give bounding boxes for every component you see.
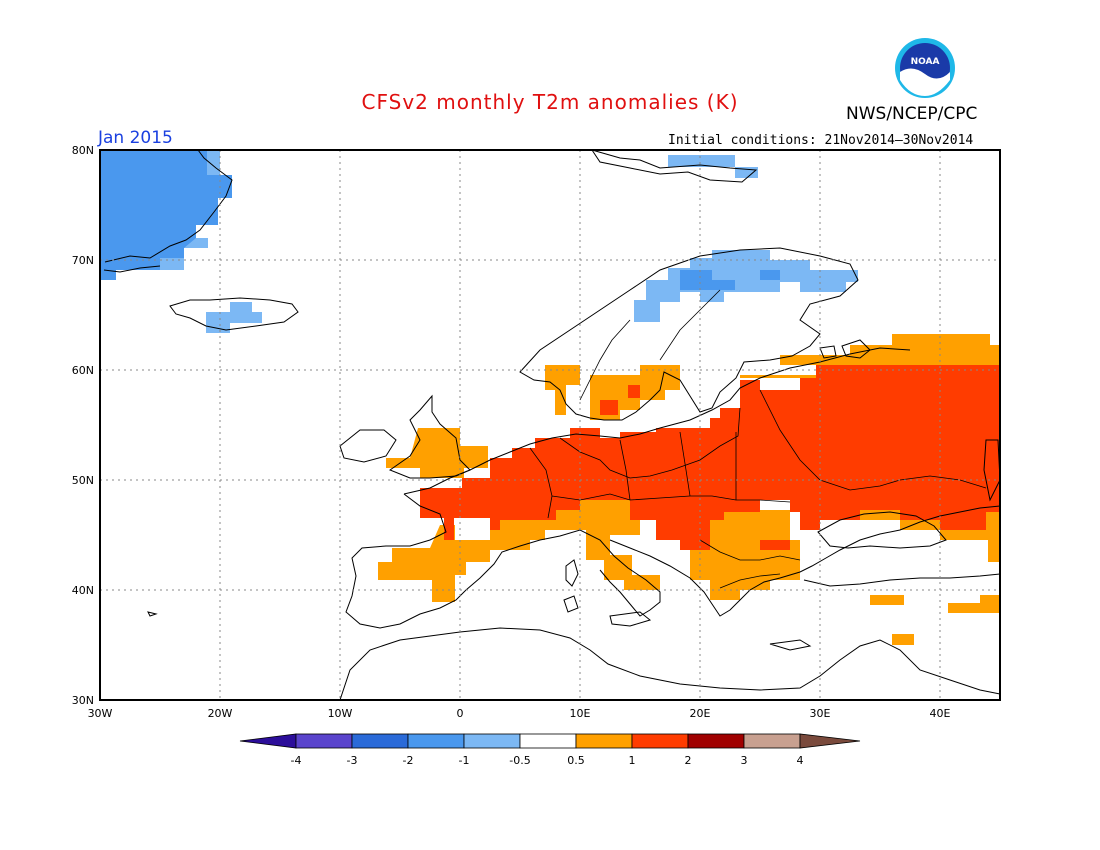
colorbar-segment-7 (631, 733, 689, 749)
colorbar-label-4: -1 (459, 754, 470, 767)
lon-label-10e: 10E (570, 707, 591, 720)
colorbar-segment-3 (407, 733, 465, 749)
lat-label-40n: 40N (72, 584, 94, 597)
colorbar-max-arrow (799, 733, 861, 749)
longitude-labels: 30W 20W 10W 0 10E 20E 30E 40E (88, 707, 951, 720)
colorbar-segment-8 (687, 733, 745, 749)
colorbar-label-10: 4 (797, 754, 804, 767)
lat-label-30n: 30N (72, 694, 94, 707)
colorbar-segment-5 (519, 733, 577, 749)
agency-label: NWS/NCEP/CPC (846, 104, 978, 124)
coastlines (103, 149, 1001, 701)
lon-label-0: 0 (457, 707, 464, 720)
colorbar-label-3: -2 (403, 754, 414, 767)
forecast-month: Jan 2015 (98, 128, 173, 148)
colorbar-min-arrow (239, 733, 297, 749)
lon-label-20w: 20W (208, 707, 233, 720)
colorbar: -4 -3 -2 -1 -0.5 0.5 1 2 3 4 (239, 733, 861, 767)
lon-label-40e: 40E (930, 707, 951, 720)
grid-lines (100, 150, 1000, 700)
map-title: CFSv2 monthly T2m anomalies (K) (361, 90, 739, 114)
lat-label-60n: 60N (72, 364, 94, 377)
lat-label-50n: 50N (72, 474, 94, 487)
colorbar-segment-9 (743, 733, 801, 749)
noaa-logo-text: NOAA (911, 57, 940, 67)
anomaly-fields (100, 150, 1000, 645)
lat-label-80n: 80N (72, 144, 94, 157)
latitude-labels: 80N 70N 60N 50N 40N 30N (72, 144, 94, 707)
iberia-warm-region (378, 525, 490, 602)
lat-label-70n: 70N (72, 254, 94, 267)
lon-label-20e: 20E (690, 707, 711, 720)
map-area (99, 149, 1001, 701)
noaa-logo: NOAA (895, 38, 955, 98)
map-frame (99, 149, 1001, 701)
lon-label-30w: 30W (88, 707, 113, 720)
colorbar-label-5: -0.5 (509, 754, 530, 767)
alps-italy-warm-region (545, 500, 660, 590)
colorbar-label-6: 0.5 (567, 754, 585, 767)
balkans-warm-region (690, 510, 800, 600)
greenland-edge-region (160, 150, 220, 270)
lon-label-10w: 10W (328, 707, 353, 720)
colorbar-segment-1 (295, 733, 353, 749)
colorbar-label-8: 2 (685, 754, 692, 767)
central-eastern-europe-very-warm-region (420, 365, 1000, 550)
colorbar-segment-2 (351, 733, 409, 749)
colorbar-label-2: -3 (347, 754, 358, 767)
colorbar-segment-6 (575, 733, 633, 749)
colorbar-label-1: -4 (291, 754, 302, 767)
western-europe-warm-region (386, 428, 488, 478)
initial-conditions: Initial conditions: 21Nov2014–30Nov2014 (668, 133, 974, 148)
france-warm-south (490, 520, 545, 550)
adriatic-warm-patch (760, 540, 790, 550)
scandinavia-north-mid-cold (680, 270, 780, 290)
baltic-very-warm-spots (600, 385, 640, 415)
scandinavia-north-cold-region (634, 250, 858, 322)
baltic-warm-region (545, 365, 680, 420)
turkey-warm-spots (870, 595, 1000, 645)
country-borders (529, 289, 987, 589)
colorbar-segment-4 (463, 733, 521, 749)
colorbar-label-7: 1 (629, 754, 636, 767)
lon-label-30e: 30E (810, 707, 831, 720)
greenland-cold-region (100, 150, 232, 280)
colorbar-label-9: 3 (741, 754, 748, 767)
